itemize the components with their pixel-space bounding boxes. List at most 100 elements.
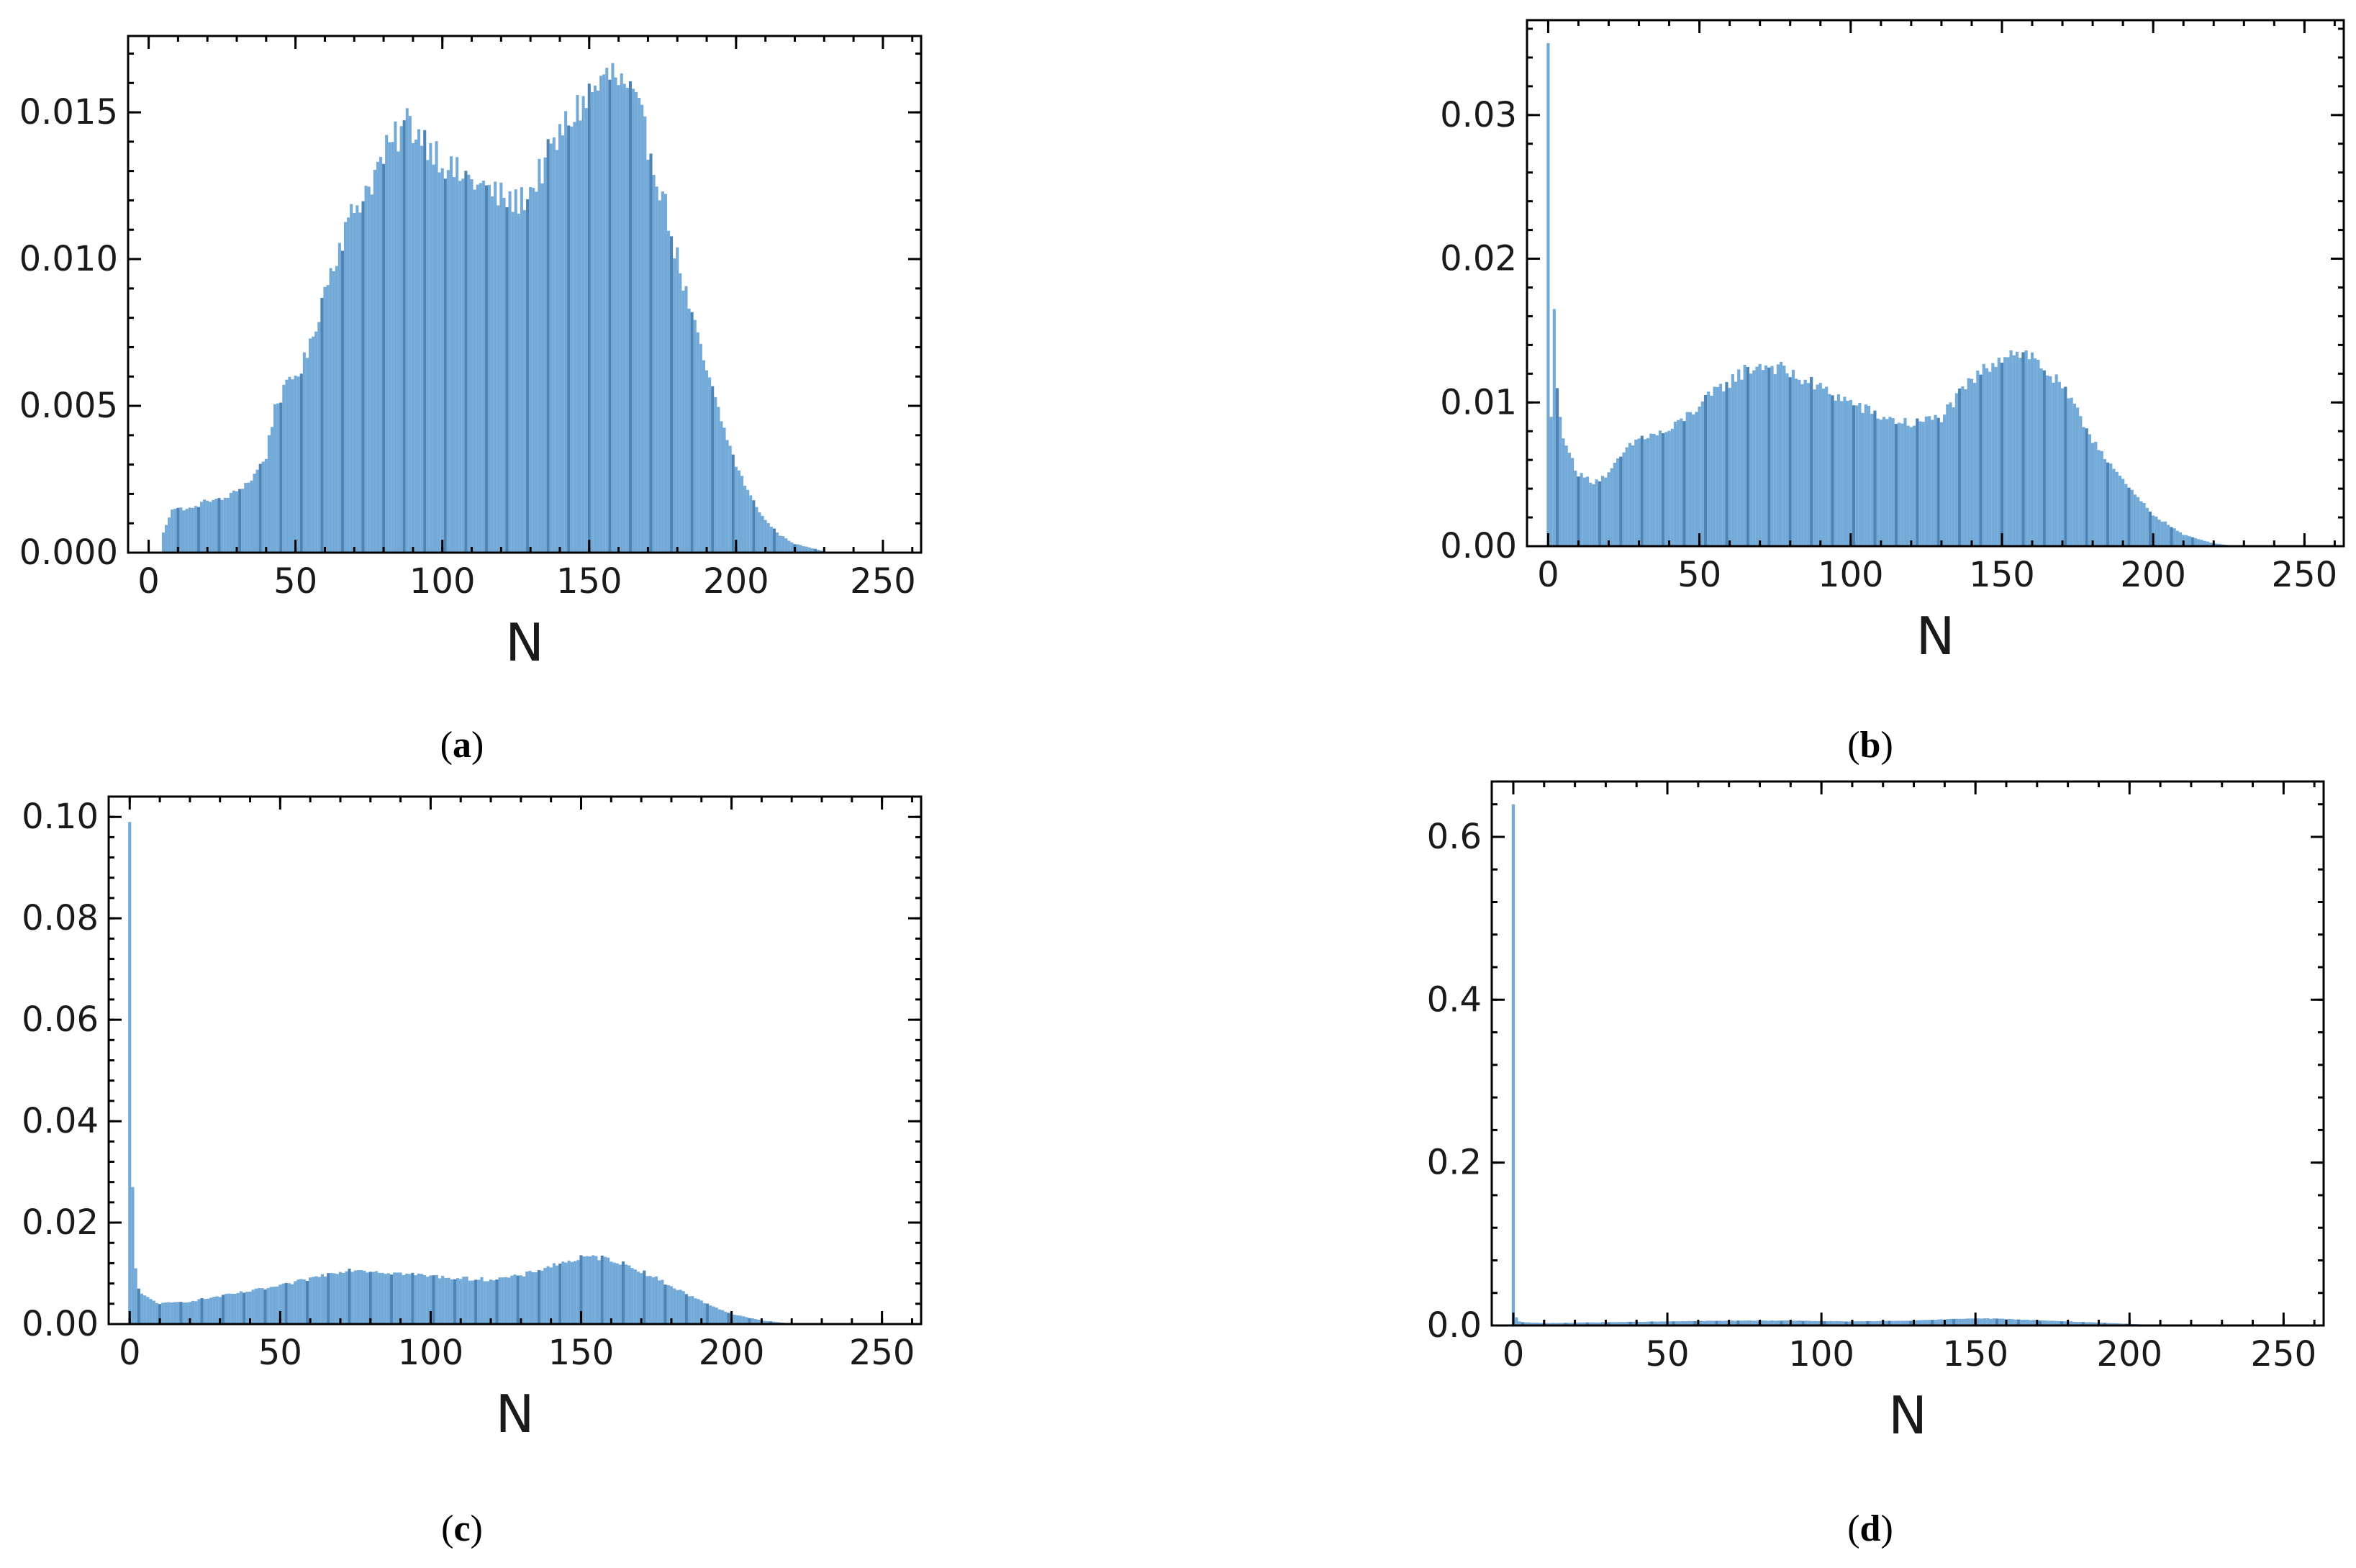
histogram-bar [338,1272,343,1324]
histogram-bar [567,125,571,553]
histogram-bar [1841,1321,1845,1325]
histogram-bar [2190,537,2194,546]
histogram-bar [697,1299,700,1324]
histogram-bar [1721,1320,1725,1325]
histogram-bar [1831,395,1834,546]
histogram-bar [257,1288,261,1324]
histogram-bar [2036,359,2040,546]
histogram-bar [1570,458,1575,546]
histogram-bar [2130,489,2134,546]
histogram-bar [435,1274,438,1324]
histogram-bar [1595,1322,1598,1325]
histogram-bar [1692,414,1695,546]
histogram-bar [323,1276,327,1324]
histogram-bar [581,96,585,553]
histogram-bar [513,1274,517,1324]
x-tick-label: 200 [703,561,769,602]
histogram-bar [1958,1318,1962,1325]
y-tick-label: 0.08 [22,898,99,938]
histogram-bar [176,1302,180,1324]
histogram-bar [2094,1322,2098,1325]
histogram-bar [2124,484,2128,546]
histogram-bar [1872,1321,1876,1325]
histogram-bar [1682,421,1686,546]
histogram-bar [453,1279,456,1324]
histogram-bar [444,1277,448,1324]
histogram-bar [2172,528,2176,546]
histogram-bar [229,492,232,553]
histogram-bar [687,1296,692,1324]
histogram-bar [1918,421,1922,546]
histogram-bar [693,320,697,553]
histogram-bar [654,1276,658,1324]
histogram-bar [343,222,348,553]
histogram-bar [516,1275,520,1324]
histogram-bar [206,500,209,553]
histogram-bar [366,1272,369,1324]
histogram-bar [2026,1320,2030,1325]
histogram-bar [666,230,671,553]
y-tick-label: 0.005 [19,386,118,426]
histogram-bar [658,200,661,553]
x-tick-label: 100 [1788,1334,1854,1374]
histogram-bar [1693,1320,1697,1325]
histogram-bar [1657,1321,1660,1325]
histogram-bar [449,156,453,553]
histogram-bar [1746,1320,1749,1325]
histogram-bar [2100,1323,2103,1325]
histogram-bar [1736,1320,1740,1325]
histogram-bar [690,312,694,553]
histogram-bar [627,1265,631,1324]
histogram-bar [2103,1323,2107,1325]
histogram-bar [1864,404,1867,546]
histogram-bar [447,1277,450,1324]
histogram-bar [1867,405,1871,546]
histogram-bar [2115,471,2119,546]
histogram-bar [230,1293,234,1324]
histogram-bar [519,1275,522,1324]
histogram-bar [2145,507,2149,546]
histogram-bar [631,89,635,553]
histogram-bar [579,1255,583,1324]
histogram-bar [663,194,667,553]
histogram-bar [681,1291,685,1324]
histogram-bar [264,458,268,553]
histogram-bar [491,196,494,553]
histogram-bar [1835,1320,1839,1325]
histogram-bar [279,402,283,553]
histogram-bar [1849,399,1852,546]
histogram-bar [1838,1320,1841,1325]
histogram-bar [266,1288,270,1324]
histogram-bar [350,1272,354,1324]
histogram-bar [696,332,699,553]
histogram-bar [1731,374,1734,546]
histogram-bar [761,515,764,553]
histogram-bar [2029,1320,2033,1325]
histogram-bar [282,384,286,553]
histogram-bar [152,1300,155,1324]
histogram-bar [2067,398,2070,546]
histogram-bar [1921,1320,1925,1325]
histogram-bar [1813,1320,1817,1325]
histogram-bar [1961,1318,1965,1325]
histogram-bar [1973,383,1977,546]
histogram-bar [350,204,353,553]
histogram-bar [1897,1320,1900,1325]
histogram-bar [687,308,691,553]
histogram-bar [1675,1321,1679,1325]
histogram-bar [1698,406,1701,546]
histogram-bar [250,480,253,553]
histogram-bar [549,143,553,553]
histogram-bar [1725,381,1729,546]
histogram-bar [587,83,591,553]
histogram-bar [1977,1318,1980,1325]
histogram-bar [2003,357,2007,546]
histogram-bar [1985,368,1989,546]
histogram-bar [473,189,476,553]
y-tick-label: 0.04 [22,1101,99,1141]
histogram-bar [1600,476,1605,546]
histogram-bar [1622,452,1626,546]
histogram-bar [170,1302,173,1324]
histogram-bar [574,1261,577,1324]
histogram-bar [772,1321,776,1324]
